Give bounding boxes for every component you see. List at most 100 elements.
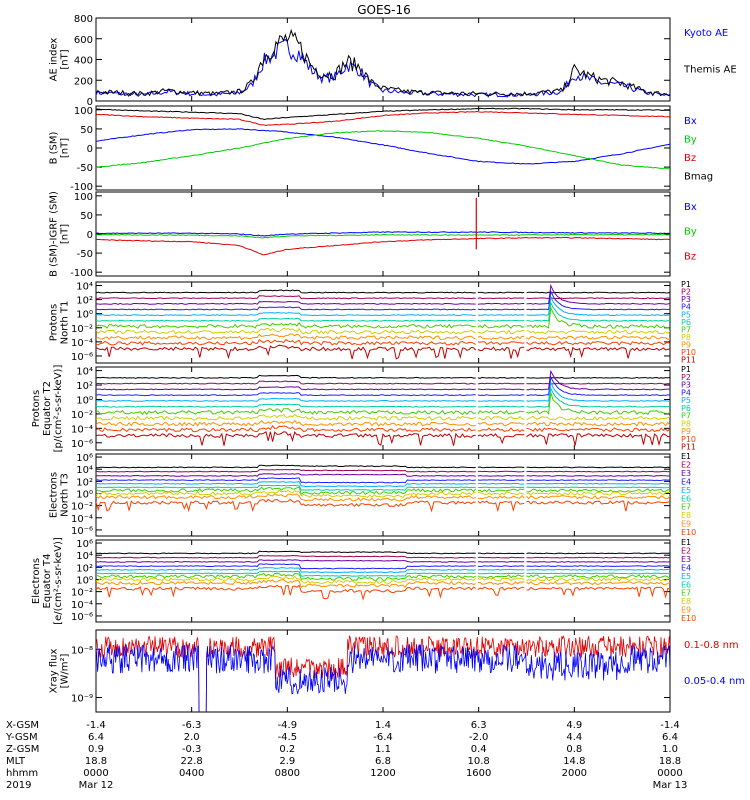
- legend-by: By: [684, 135, 697, 146]
- y-axis-label: [e/(cm²-s-sr-keV)]: [53, 537, 64, 625]
- channel-line-e8: [96, 575, 670, 584]
- ephemeris-value: 1.4: [375, 720, 391, 731]
- ephemeris-value: 2.9: [279, 756, 295, 767]
- y-tick-label: 10⁻⁸: [71, 645, 93, 656]
- panel-ae: 800 600 400 200 0 AE index [nT] Kyoto AE Themis …: [49, 14, 737, 108]
- channel-line-e5: [96, 481, 670, 488]
- legend-p3: P3: [681, 295, 691, 304]
- y-tick-label: 10²: [76, 563, 93, 574]
- y-tick-label: 10⁶: [76, 539, 93, 550]
- y-axis-label: Electrons: [49, 472, 60, 518]
- y-tick-label: 100: [74, 106, 93, 117]
- series-line-bx: [96, 231, 670, 237]
- channel-line-p6: [96, 300, 670, 322]
- channel-line-p8: [96, 327, 670, 335]
- y-tick-label: 10²: [76, 381, 93, 392]
- legend-themis-ae: Themis AE: [683, 65, 737, 76]
- series-line-bz: [96, 110, 670, 126]
- y-axis-label: B (SM): [49, 131, 60, 164]
- legend-p8: P8: [681, 333, 691, 342]
- channel-line-p3: [96, 283, 670, 305]
- ephemeris-value: 1200: [370, 768, 395, 779]
- panel-bigrf: 100 50 0 -50 -100 B (SM)-IGRF (SM) [nT] Bx By Bz: [49, 191, 697, 279]
- y-axis-label: AE index: [49, 38, 60, 82]
- y-tick-label: 10⁰: [76, 310, 93, 321]
- y-axis: 100 50 0 -50 -100: [70, 192, 670, 279]
- plot-area: [96, 197, 670, 256]
- y-tick-label: 0: [87, 97, 93, 108]
- series-line-by: [96, 130, 670, 170]
- y-axis: 800 600 400 200 0: [74, 14, 670, 108]
- y-tick-label: 10⁻²: [71, 324, 93, 335]
- ephemeris-row-label: 2019: [6, 780, 31, 791]
- panel-pn: 10⁴ 10² 10⁰ 10⁻² 10⁻⁴ 10⁻⁶ Protons North T1 P1P2…: [49, 280, 697, 365]
- ephemeris-value: 4.4: [566, 732, 582, 743]
- channel-line-p6: [96, 386, 670, 408]
- ephemeris-value: 1.0: [662, 744, 678, 755]
- ephemeris-row-label: X-GSM: [6, 720, 39, 731]
- ephemeris-row-label: Y-GSM: [5, 732, 38, 743]
- legend-bx: Bx: [684, 202, 697, 213]
- ephemeris-value: -6.3: [182, 720, 202, 731]
- channel-line-e2: [96, 554, 670, 559]
- y-tick-label: 0: [87, 230, 93, 241]
- legend-p2: P2: [681, 373, 691, 382]
- ephemeris-value: 10.8: [468, 756, 490, 767]
- channel-line-p1: [96, 289, 670, 294]
- channel-line-p10: [96, 425, 670, 433]
- ephemeris-axis: X-GSMY-GSMZ-GSMMLThhmm2019-1.46.40.918.8…: [5, 720, 687, 791]
- channel-line-p1: [96, 374, 670, 379]
- legend-p9: P9: [681, 427, 691, 436]
- legend-p5: P5: [681, 310, 691, 319]
- legend-kyoto-ae: Kyoto AE: [684, 28, 728, 39]
- legend-p11: P11: [681, 356, 696, 365]
- series-legend: Bx By Bz: [684, 202, 697, 262]
- ephemeris-value: 6.4: [662, 732, 678, 743]
- y-axis: 10⁴ 10² 10⁰ 10⁻² 10⁻⁴ 10⁻⁶: [71, 367, 670, 450]
- y-axis-label: [nT]: [60, 138, 71, 158]
- series-line-themis-ae: [96, 28, 670, 97]
- channel-line-p11: [96, 344, 670, 360]
- series-line-bmag: [96, 107, 670, 121]
- channel-line-e7: [96, 572, 670, 581]
- channel-line-p4: [96, 289, 670, 311]
- y-tick-label: 10⁰: [76, 489, 93, 500]
- plot-area: [96, 550, 670, 601]
- y-tick-label: 10⁻⁴: [71, 424, 93, 435]
- legend-e4: E4: [681, 477, 691, 486]
- y-tick-label: 10⁰: [76, 395, 93, 406]
- legend-p10: P10: [681, 435, 696, 444]
- y-tick-label: 50: [80, 125, 93, 136]
- ephemeris-value: 2.0: [184, 732, 200, 743]
- ephemeris-value: 0800: [275, 768, 300, 779]
- ephemeris-value: 1.1: [375, 744, 391, 755]
- y-axis: 10⁴ 10² 10⁰ 10⁻² 10⁻⁴ 10⁻⁶: [71, 282, 670, 363]
- y-axis-label: Xray flux: [49, 649, 60, 694]
- channel-line-p7: [96, 392, 670, 416]
- y-tick-label: 10⁴: [76, 465, 93, 476]
- legend-e7: E7: [681, 589, 691, 598]
- ephemeris-value: 0000: [83, 768, 108, 779]
- y-tick-label: 50: [80, 211, 93, 222]
- channel-line-e6: [96, 570, 670, 577]
- legend-e8: E8: [681, 511, 691, 520]
- y-tick-label: -100: [70, 268, 93, 279]
- y-axis-label: Protons: [31, 390, 42, 427]
- y-tick-label: -100: [70, 182, 93, 193]
- y-tick-label: 10⁻²: [71, 410, 93, 421]
- legend-p11: P11: [681, 443, 696, 452]
- channel-line-e8: [96, 489, 670, 498]
- xray-line-0: [96, 635, 670, 712]
- ephemeris-value: 14.8: [563, 756, 585, 767]
- y-tick-label: 10⁰: [76, 575, 93, 586]
- legend-p7: P7: [681, 412, 691, 421]
- legend-e8: E8: [681, 597, 691, 606]
- y-axis-label: North T1: [60, 301, 71, 345]
- legend-e4: E4: [681, 563, 691, 572]
- ephemeris-value: 0.4: [471, 744, 487, 755]
